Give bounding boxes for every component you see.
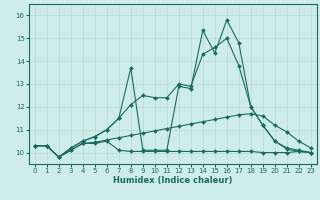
X-axis label: Humidex (Indice chaleur): Humidex (Indice chaleur) <box>113 176 233 185</box>
